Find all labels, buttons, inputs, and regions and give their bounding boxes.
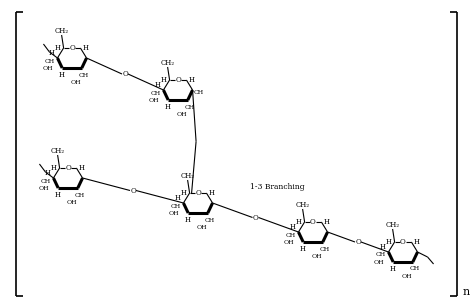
Text: O: O <box>65 164 71 172</box>
Text: H: H <box>51 164 57 172</box>
Text: CH: CH <box>79 72 89 78</box>
Text: H: H <box>54 44 61 52</box>
Text: H: H <box>209 189 214 197</box>
Text: OH: OH <box>71 79 81 84</box>
Text: CH: CH <box>44 59 54 63</box>
Text: H: H <box>299 245 305 253</box>
Text: H: H <box>184 216 190 224</box>
Text: O: O <box>355 238 361 246</box>
Text: O: O <box>253 213 258 221</box>
Text: OH: OH <box>67 200 77 205</box>
Text: O: O <box>195 189 201 197</box>
Text: OH: OH <box>148 98 158 103</box>
Text: H: H <box>324 218 329 226</box>
Text: H: H <box>48 49 54 57</box>
Text: CH: CH <box>285 233 296 237</box>
Text: CH: CH <box>75 192 85 197</box>
Text: H: H <box>164 103 170 111</box>
Text: 1-3 Branching: 1-3 Branching <box>250 183 305 191</box>
Text: H: H <box>389 265 395 273</box>
Text: CH: CH <box>193 90 203 95</box>
Text: H: H <box>385 238 392 246</box>
Text: O: O <box>400 238 406 246</box>
Text: OH: OH <box>38 185 49 191</box>
Text: O: O <box>122 70 128 78</box>
Text: H: H <box>379 243 385 251</box>
Text: CH₂: CH₂ <box>51 147 65 155</box>
Text: H: H <box>289 223 296 231</box>
Text: O: O <box>130 187 136 194</box>
Text: OH: OH <box>312 253 322 258</box>
Text: OH: OH <box>42 66 53 71</box>
Text: CH: CH <box>205 217 215 222</box>
Text: CH₂: CH₂ <box>161 59 175 67</box>
Text: CH: CH <box>150 91 160 95</box>
Text: CH₂: CH₂ <box>54 27 69 35</box>
Text: H: H <box>82 44 88 52</box>
Text: H: H <box>188 76 194 84</box>
Text: H: H <box>181 189 187 197</box>
Text: O: O <box>175 76 181 84</box>
Text: CH: CH <box>185 104 195 110</box>
Text: OH: OH <box>373 260 384 265</box>
Text: OH: OH <box>197 225 207 229</box>
Text: H: H <box>79 164 84 172</box>
Text: CH: CH <box>40 179 51 184</box>
Text: CH: CH <box>170 204 181 209</box>
Text: H: H <box>175 194 180 202</box>
Text: n: n <box>463 287 470 297</box>
Text: CH₂: CH₂ <box>181 172 194 180</box>
Text: CH: CH <box>376 253 385 257</box>
Text: CH: CH <box>320 246 330 252</box>
Text: H: H <box>296 218 302 226</box>
Text: O: O <box>310 218 316 226</box>
Text: OH: OH <box>168 210 179 216</box>
Text: H: H <box>161 76 166 84</box>
Text: H: H <box>58 71 64 79</box>
Text: H: H <box>413 238 420 246</box>
Text: OH: OH <box>402 274 412 278</box>
Text: OH: OH <box>177 111 187 116</box>
Text: O: O <box>69 44 75 52</box>
Text: H: H <box>155 81 160 89</box>
Text: CH₂: CH₂ <box>385 221 400 229</box>
Text: CH: CH <box>410 266 420 271</box>
Text: OH: OH <box>283 240 294 245</box>
Text: H: H <box>44 169 51 177</box>
Text: H: H <box>54 191 60 199</box>
Text: CH₂: CH₂ <box>296 201 310 209</box>
